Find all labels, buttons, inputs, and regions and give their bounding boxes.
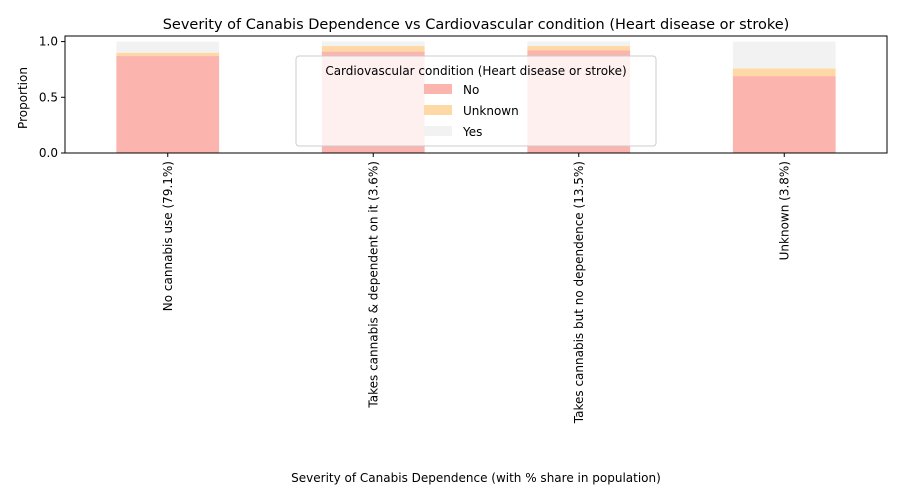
bar-no-3 <box>732 76 836 153</box>
legend-label-unknown: Unknown <box>463 104 519 118</box>
bar-no-0 <box>116 56 220 153</box>
x-tick-label: No cannabis use (79.1%) <box>161 161 175 311</box>
bar-yes-3 <box>732 41 836 69</box>
legend-label-yes: Yes <box>462 125 482 139</box>
legend-box <box>295 55 657 147</box>
chart-title: Severity of Canabis Dependence vs Cardio… <box>163 17 790 33</box>
bar-unknown-0 <box>116 52 220 57</box>
x-axis-label: Severity of Canabis Dependence (with % s… <box>291 471 661 485</box>
x-tick-label: Takes cannabis & dependent on it (3.6%) <box>366 161 380 409</box>
legend-items: No Unknown Yes <box>424 83 519 139</box>
axes-frame <box>64 35 888 154</box>
y-axis-label: Proportion <box>16 67 30 129</box>
legend-swatch-yes <box>424 126 452 136</box>
legend-swatch-unknown <box>424 105 452 115</box>
bar-unknown-2 <box>527 46 631 51</box>
y-tick-label: 0.0 <box>39 146 58 160</box>
x-tick-label: Takes cannabis but no dependence (13.5%) <box>572 161 586 424</box>
bar-unknown-1 <box>321 46 425 52</box>
bar-yes-2 <box>527 41 631 47</box>
legend-label-no: No <box>463 83 479 97</box>
x-ticks: No cannabis use (79.1%) Takes cannabis & … <box>161 153 791 424</box>
legend-swatch-no <box>424 84 452 94</box>
y-ticks: 0.0 0.5 1.0 <box>39 35 65 160</box>
legend: Cardiovascular condition (Heart disease … <box>295 55 657 147</box>
x-tick-label: Unknown (3.8%) <box>777 161 791 260</box>
y-tick-label: 0.5 <box>39 90 58 104</box>
axes <box>64 35 888 154</box>
bar-unknown-3 <box>732 68 836 77</box>
y-tick-label: 1.0 <box>39 35 58 49</box>
bar-yes-0 <box>116 41 220 53</box>
legend-title: Cardiovascular condition (Heart disease … <box>325 64 626 78</box>
bar-yes-1 <box>321 41 425 47</box>
